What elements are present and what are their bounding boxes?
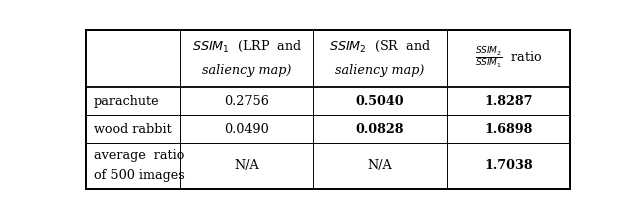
Text: 0.2756: 0.2756 <box>225 95 269 108</box>
Text: $\frac{\mathit{SSIM}_2}{\mathit{SSIM}_1}$  ratio: $\frac{\mathit{SSIM}_2}{\mathit{SSIM}_1}… <box>475 45 542 70</box>
Text: saliency map): saliency map) <box>202 64 292 77</box>
Text: 0.0490: 0.0490 <box>225 123 269 136</box>
Text: N/A: N/A <box>234 159 259 173</box>
Text: 0.0828: 0.0828 <box>356 123 404 136</box>
Text: 1.6898: 1.6898 <box>484 123 532 136</box>
Text: 1.7038: 1.7038 <box>484 159 532 173</box>
Text: of 500 images: of 500 images <box>93 169 184 182</box>
Text: average  ratio: average ratio <box>93 149 184 162</box>
Text: N/A: N/A <box>367 159 392 173</box>
Text: saliency map): saliency map) <box>335 64 425 77</box>
Text: 0.5040: 0.5040 <box>356 95 404 108</box>
Text: $\mathit{SSIM}_2$  (SR  and: $\mathit{SSIM}_2$ (SR and <box>329 39 431 54</box>
Text: 1.8287: 1.8287 <box>484 95 532 108</box>
Text: parachute: parachute <box>93 95 159 108</box>
Text: $\mathit{SSIM}_1$  (LRP  and: $\mathit{SSIM}_1$ (LRP and <box>192 39 302 54</box>
Text: wood rabbit: wood rabbit <box>93 123 172 136</box>
